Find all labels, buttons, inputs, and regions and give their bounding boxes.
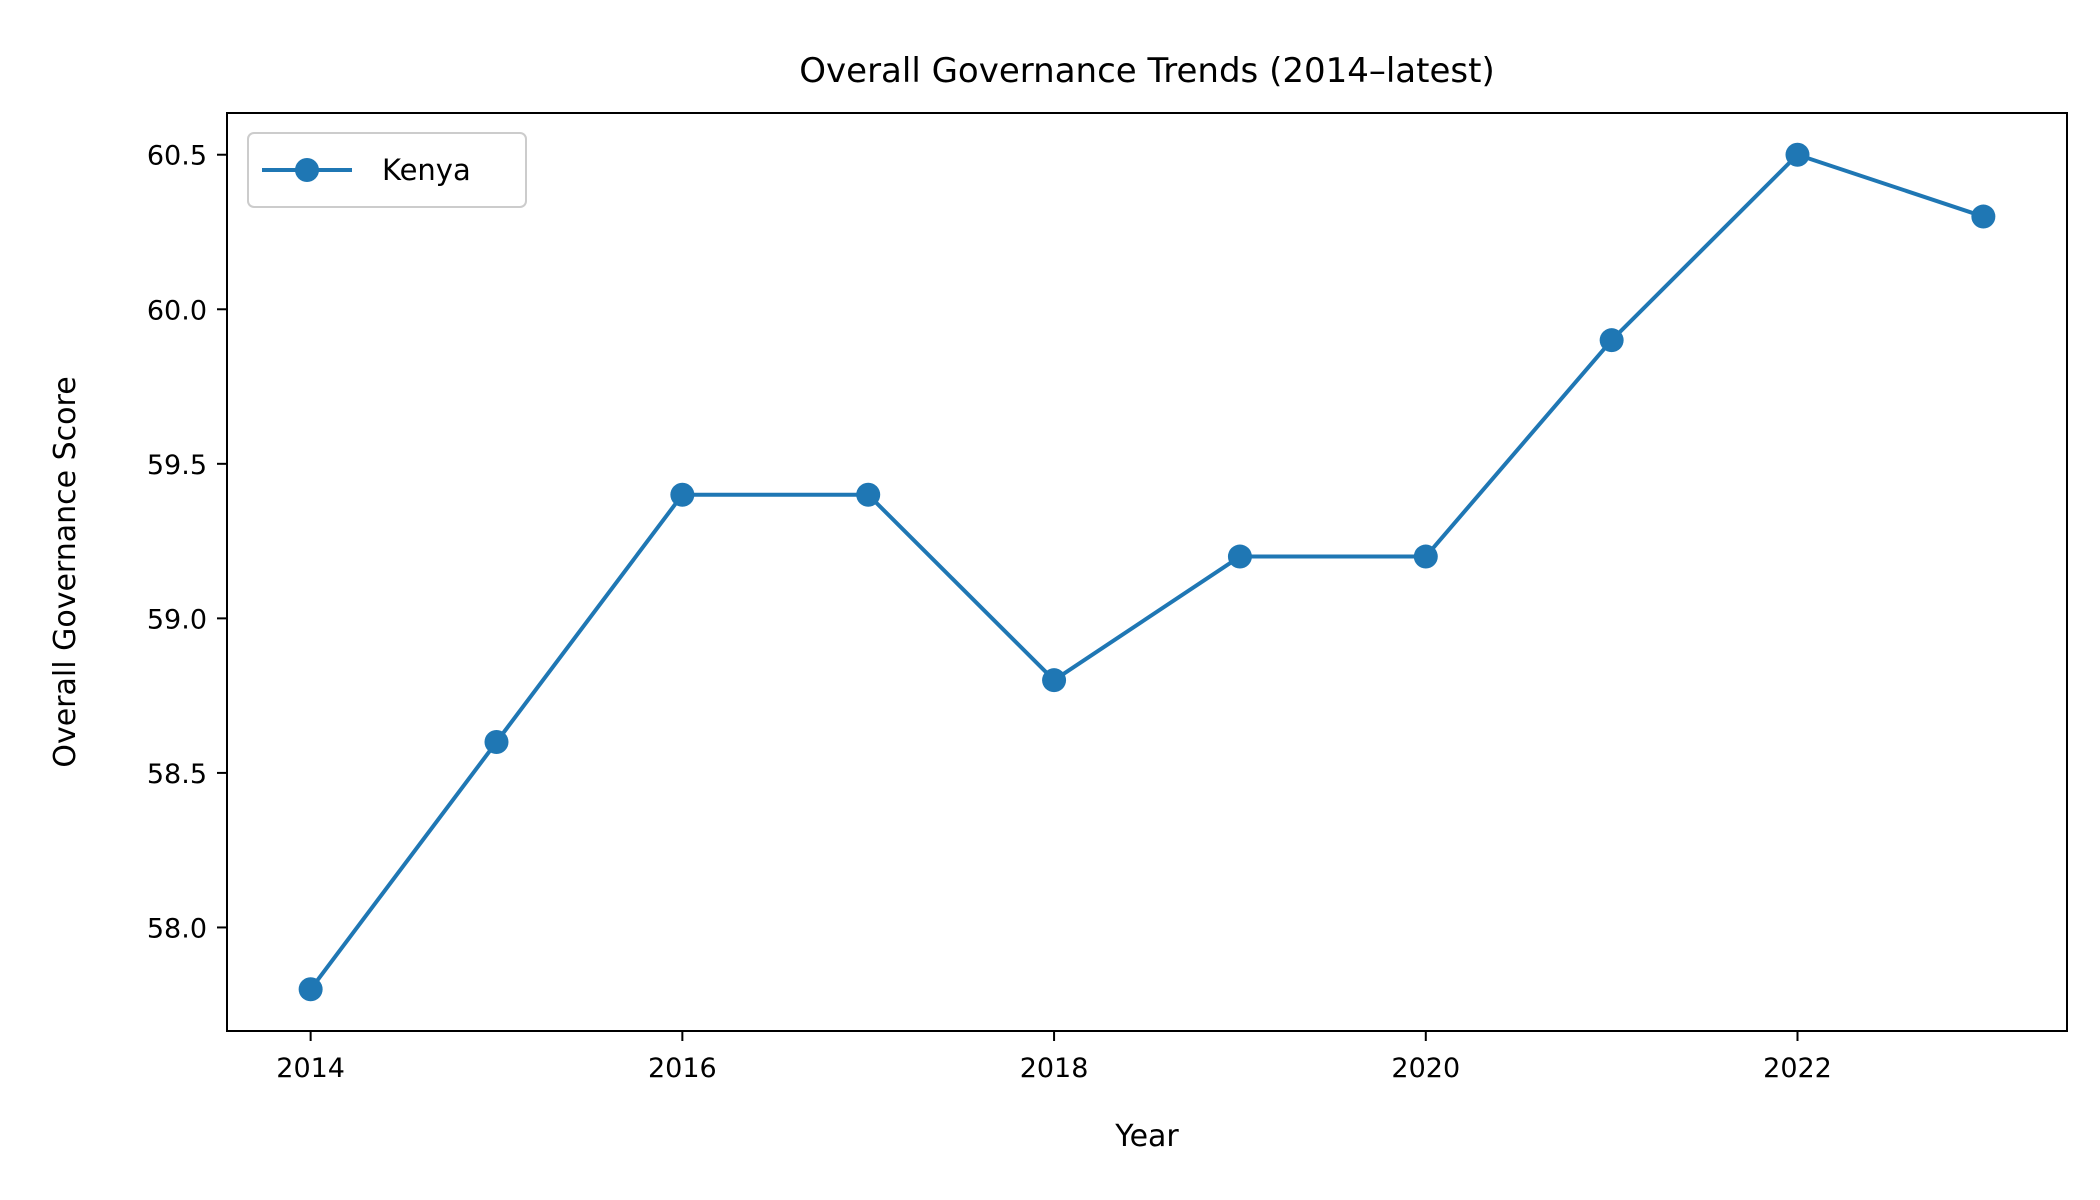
- chart-title: Overall Governance Trends (2014–latest): [799, 51, 1494, 91]
- data-point: [1413, 544, 1438, 569]
- data-point: [1785, 142, 1810, 167]
- data-point: [1042, 668, 1067, 693]
- y-axis: 58.0 58.5 59.0 59.5 60.0 60.5: [147, 141, 227, 944]
- data-point: [670, 482, 695, 507]
- legend-frame: [247, 132, 527, 208]
- y-axis-label: Overall Governance Score: [48, 376, 83, 767]
- legend-marker-swatch: [295, 158, 319, 182]
- data-point: [1227, 544, 1252, 569]
- x-tick-label: 2016: [648, 1053, 717, 1084]
- y-tick-label: 58.0: [147, 913, 207, 944]
- data-point: [298, 977, 323, 1002]
- x-tick-label: 2022: [1763, 1053, 1832, 1084]
- data-point: [856, 482, 881, 507]
- x-tick-label: 2018: [1020, 1053, 1089, 1084]
- y-tick-label: 58.5: [147, 759, 207, 790]
- plot-area: [298, 142, 1996, 1002]
- series-line-kenya: [307, 152, 1986, 993]
- axes-frame: [226, 112, 2068, 1032]
- x-axis: 2014 2016 2018 2020 2022: [276, 1031, 1832, 1084]
- data-point: [484, 730, 509, 754]
- y-tick-label: 59.0: [147, 604, 207, 635]
- legend: Kenya: [247, 132, 527, 208]
- data-point: [1599, 328, 1624, 353]
- y-tick-label: 60.0: [147, 295, 207, 326]
- x-tick-label: 2014: [276, 1053, 345, 1084]
- y-tick-label: 60.5: [147, 141, 207, 172]
- x-tick-label: 2020: [1391, 1053, 1460, 1084]
- x-axis-label: Year: [1114, 1119, 1179, 1154]
- y-tick-label: 59.5: [147, 450, 207, 481]
- data-point: [1971, 204, 1996, 229]
- legend-label-kenya: Kenya: [382, 153, 471, 187]
